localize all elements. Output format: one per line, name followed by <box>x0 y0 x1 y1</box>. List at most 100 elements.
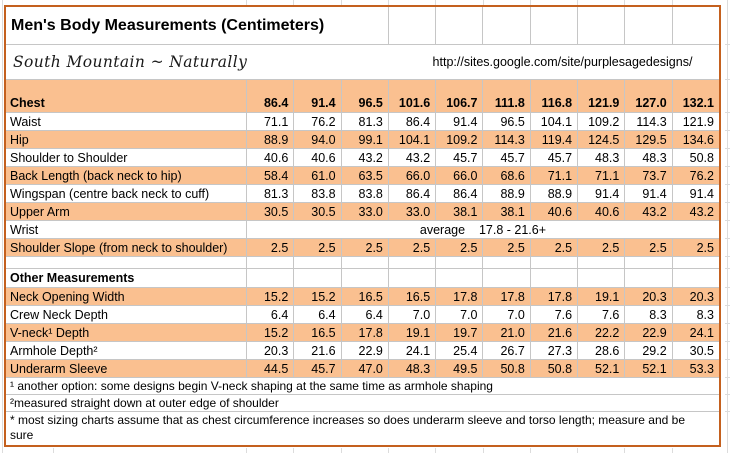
value-cell: 76.2 <box>293 113 340 130</box>
table-row-crew-neck-depth: Crew Neck Depth 6.4 6.4 6.4 7.0 7.0 7.0 7.6 7.6 8… <box>6 306 719 324</box>
value-cell: 48.3 <box>387 360 435 377</box>
value-cell: 94.0 <box>293 131 340 148</box>
blank-cell <box>387 257 435 268</box>
value-cell: 43.2 <box>671 203 719 220</box>
value-cell: 8.3 <box>624 306 671 323</box>
value-cell: 71.1 <box>577 167 624 184</box>
value-cell: 83.8 <box>340 185 388 202</box>
value-cell: 49.5 <box>435 360 482 377</box>
sheet-gridline <box>725 359 730 360</box>
value-cell: 71.1 <box>246 113 293 130</box>
value-cell: 20.3 <box>246 342 293 359</box>
value-cell: 88.9 <box>246 131 293 148</box>
sheet-gridline <box>435 448 437 453</box>
value-cell: 21.6 <box>529 324 577 341</box>
section-empty-cell <box>577 269 624 287</box>
table-header-row-chest: Chest 86.4 91.4 96.5 101.6 106.7 111.8 116.8 121… <box>6 80 719 113</box>
value-cell: 33.0 <box>340 203 388 220</box>
value-cell: 38.1 <box>482 203 529 220</box>
value-cell: 2.5 <box>577 239 624 256</box>
header-value: 91.4 <box>293 80 340 112</box>
value-cell: 134.6 <box>671 131 719 148</box>
value-cell: 7.0 <box>482 306 529 323</box>
blank-cell <box>293 257 340 268</box>
sheet-gridline <box>340 0 342 5</box>
value-cell: 15.2 <box>293 288 340 305</box>
value-cell: 45.7 <box>293 360 340 377</box>
value-cell: 2.5 <box>246 239 293 256</box>
value-cell: 38.1 <box>435 203 482 220</box>
value-cell: 71.1 <box>529 167 577 184</box>
header-label: Chest <box>10 96 45 110</box>
value-cell: 22.9 <box>624 324 671 341</box>
section-empty-cell <box>529 269 577 287</box>
value-cell: 86.4 <box>435 185 482 202</box>
value-cell: 63.5 <box>340 167 388 184</box>
value-cell: 121.9 <box>671 113 719 130</box>
sheet-gridline <box>671 0 673 5</box>
title-row-empty-cell <box>671 7 719 44</box>
value-cell: 99.1 <box>340 131 388 148</box>
row-label: Underarm Sleeve <box>10 361 108 376</box>
value-cell: 17.8 <box>435 288 482 305</box>
value-cell: 7.0 <box>435 306 482 323</box>
title-row-empty-cell <box>577 7 624 44</box>
value-cell: 21.6 <box>293 342 340 359</box>
value-cell: 24.1 <box>671 324 719 341</box>
value-cell: 50.8 <box>671 149 719 166</box>
value-cell: 129.5 <box>624 131 671 148</box>
value-cell: 16.5 <box>293 324 340 341</box>
value-cell: 88.9 <box>529 185 577 202</box>
sheet-gridline <box>529 0 531 5</box>
sheet-gridline <box>725 394 730 395</box>
header-value: 96.5 <box>340 80 388 112</box>
row-label: Crew Neck Depth <box>10 307 108 322</box>
value-cell: 28.6 <box>577 342 624 359</box>
section-label: Other Measurements <box>10 271 135 285</box>
value-cell: 104.1 <box>387 131 435 148</box>
row-label: Shoulder Slope (from neck to shoulder) <box>10 240 228 255</box>
value-cell: 2.5 <box>624 239 671 256</box>
value-cell: 91.4 <box>624 185 671 202</box>
sheet-gridline <box>725 202 730 203</box>
table-row-back-length-back-neck-to-hip: Back Length (back neck to hip) 58.4 61.0 63… <box>6 167 719 185</box>
value-cell: 52.1 <box>624 360 671 377</box>
header-value: 86.4 <box>246 80 293 112</box>
value-cell: 48.3 <box>624 149 671 166</box>
row-label: Wingspan (centre back neck to cuff) <box>10 186 210 201</box>
title-row-empty-cell <box>435 7 482 44</box>
value-cell: 30.5 <box>671 342 719 359</box>
value-cell: 15.2 <box>246 324 293 341</box>
value-cell: 2.5 <box>529 239 577 256</box>
value-cell: 30.5 <box>246 203 293 220</box>
row-label: Waist <box>10 114 41 129</box>
brand-subtitle: South Mountain ~ Naturally <box>13 53 248 71</box>
value-cell: 2.5 <box>671 239 719 256</box>
sheet-gridline <box>725 148 730 149</box>
value-cell: 104.1 <box>529 113 577 130</box>
value-cell: 45.7 <box>529 149 577 166</box>
table-row-shoulder-slope-from-neck-to-shoulder: Shoulder Slope (from neck to shoulder) 2.… <box>6 239 719 257</box>
section-empty-cell <box>387 269 435 287</box>
value-cell: 22.9 <box>340 342 388 359</box>
value-cell: 88.9 <box>482 185 529 202</box>
blank-cell <box>340 257 388 268</box>
subtitle-row: South Mountain ~ Naturally http://sites.… <box>6 45 719 80</box>
value-cell: 91.4 <box>577 185 624 202</box>
section-empty-cell <box>293 269 340 287</box>
value-cell: 61.0 <box>293 167 340 184</box>
table-row-wingspan-centre-back-neck-to-cuff: Wingspan (centre back neck to cuff) 81.3 8… <box>6 185 719 203</box>
table-row-v-neck-depth: V-neck¹ Depth 15.2 16.5 17.8 19.1 19.7 21.0 21.… <box>6 324 719 342</box>
value-cell: 52.1 <box>577 360 624 377</box>
value-cell: 27.3 <box>529 342 577 359</box>
row-label: Neck Opening Width <box>10 289 125 304</box>
footnote-2: ²measured straight down at outer edge of… <box>6 395 719 412</box>
sheet-gridline <box>529 448 531 453</box>
sheet-gridline <box>725 112 730 113</box>
sheet-gridline <box>577 448 579 453</box>
value-cell: 114.3 <box>482 131 529 148</box>
value-cell: 81.3 <box>246 185 293 202</box>
value-cell: 33.0 <box>387 203 435 220</box>
table-row-hip: Hip 88.9 94.0 99.1 104.1 109.2 114.3 119.4 124.5… <box>6 131 719 149</box>
